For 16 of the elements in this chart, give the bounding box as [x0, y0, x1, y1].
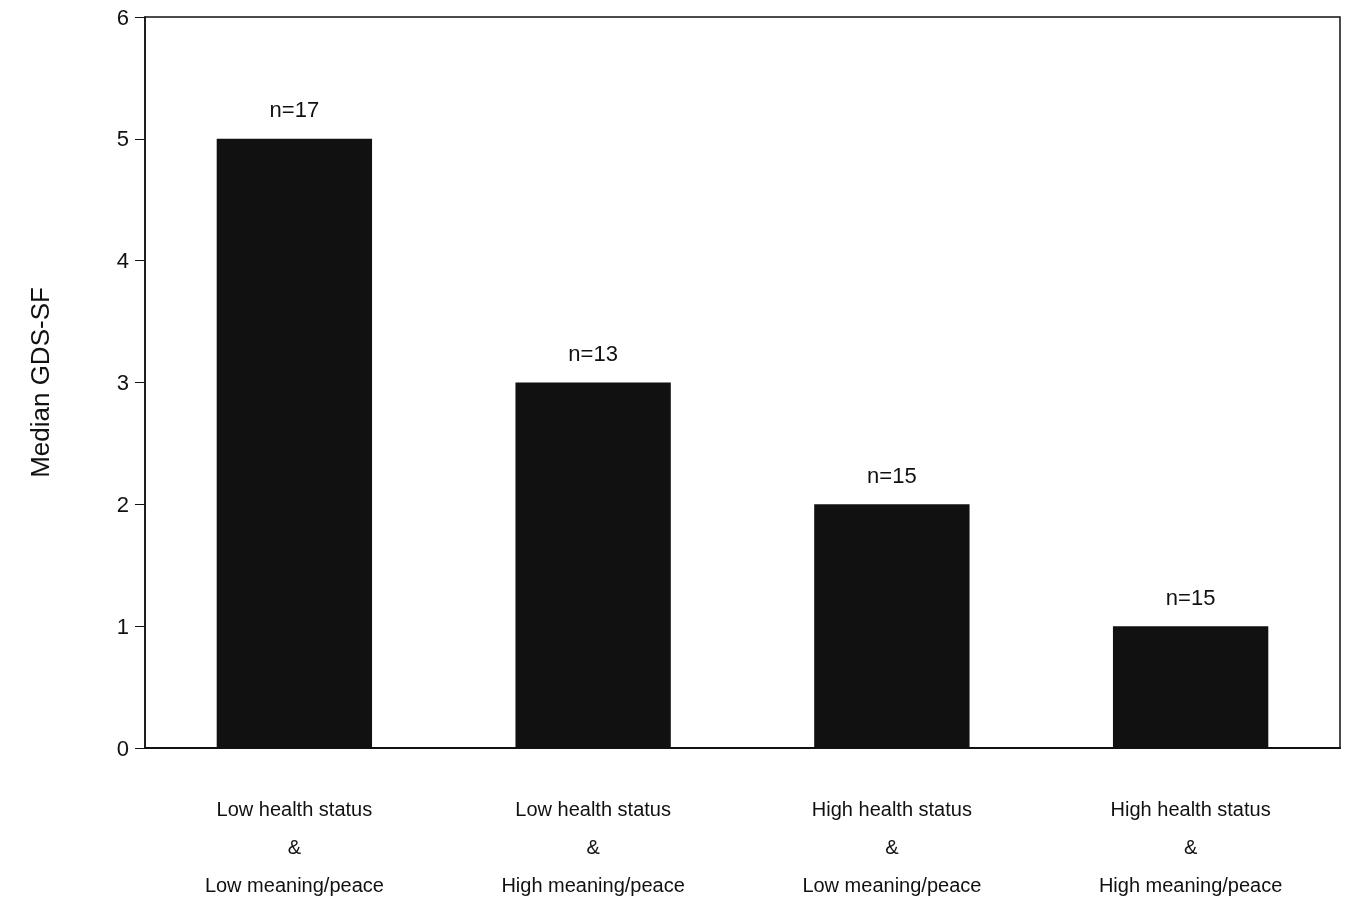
annotation: n=13 [568, 341, 618, 366]
y-tick-label: 6 [116, 4, 129, 30]
annotation: n=17 [269, 97, 320, 123]
annotation: n=15 [867, 462, 917, 488]
x-tick-label: Low health status & High meaning/peace [501, 798, 685, 896]
y-tick-label: 4 [116, 248, 129, 274]
y-tick-label: 5 [116, 126, 129, 152]
annotation: n=15 [1165, 584, 1216, 610]
x-tick-label: Low health status & Low meaning/peace [204, 798, 384, 896]
y-tick-label: 2 [116, 491, 129, 517]
y-tick-label: 0 [116, 735, 129, 761]
y-tick-label: 3 [116, 370, 129, 395]
x-tick-label: High health status & High meaning/peace [1098, 798, 1283, 896]
y-tick-label: 1 [116, 613, 129, 639]
x-tick-label: High health status & Low meaning/peace [802, 798, 982, 896]
y-axis-title: Median GDS-SF [25, 287, 55, 478]
